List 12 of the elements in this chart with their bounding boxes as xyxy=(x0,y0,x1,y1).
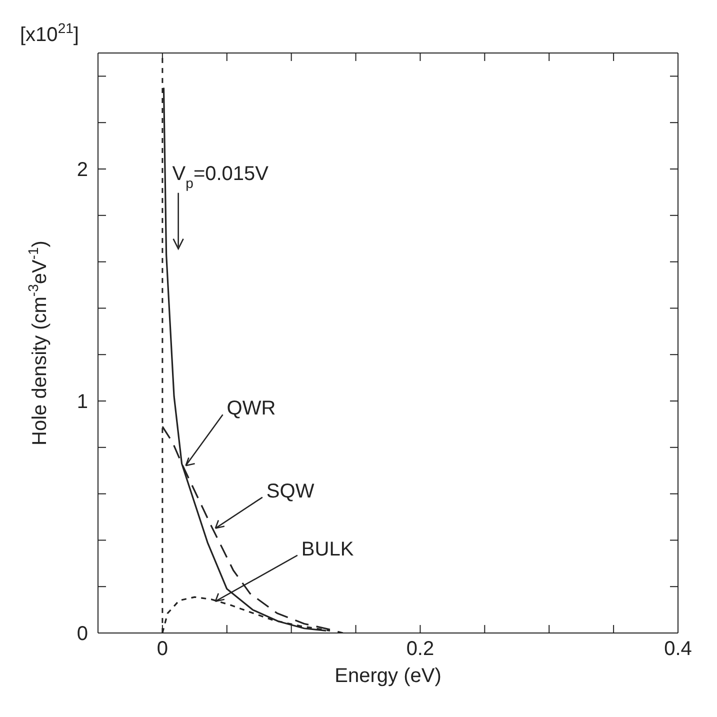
text: QWR xyxy=(226,398,276,420)
text: [x10$^{21}$] xyxy=(20,20,79,46)
x-tick-label: 0.2 xyxy=(406,638,434,660)
y-tick-label: 2 xyxy=(76,159,88,182)
x-axis-title: Energy (eV) xyxy=(334,665,442,687)
text: SQW xyxy=(266,480,314,502)
x-tick-label: 0 xyxy=(156,638,168,660)
y-tick-label: 1 xyxy=(76,391,88,414)
annotation: V$_{p}$=0.015V xyxy=(172,162,270,191)
x-tick-label: 0.4 xyxy=(664,638,692,660)
y-tick-label: 0 xyxy=(76,623,88,646)
text: BULK xyxy=(301,538,354,560)
